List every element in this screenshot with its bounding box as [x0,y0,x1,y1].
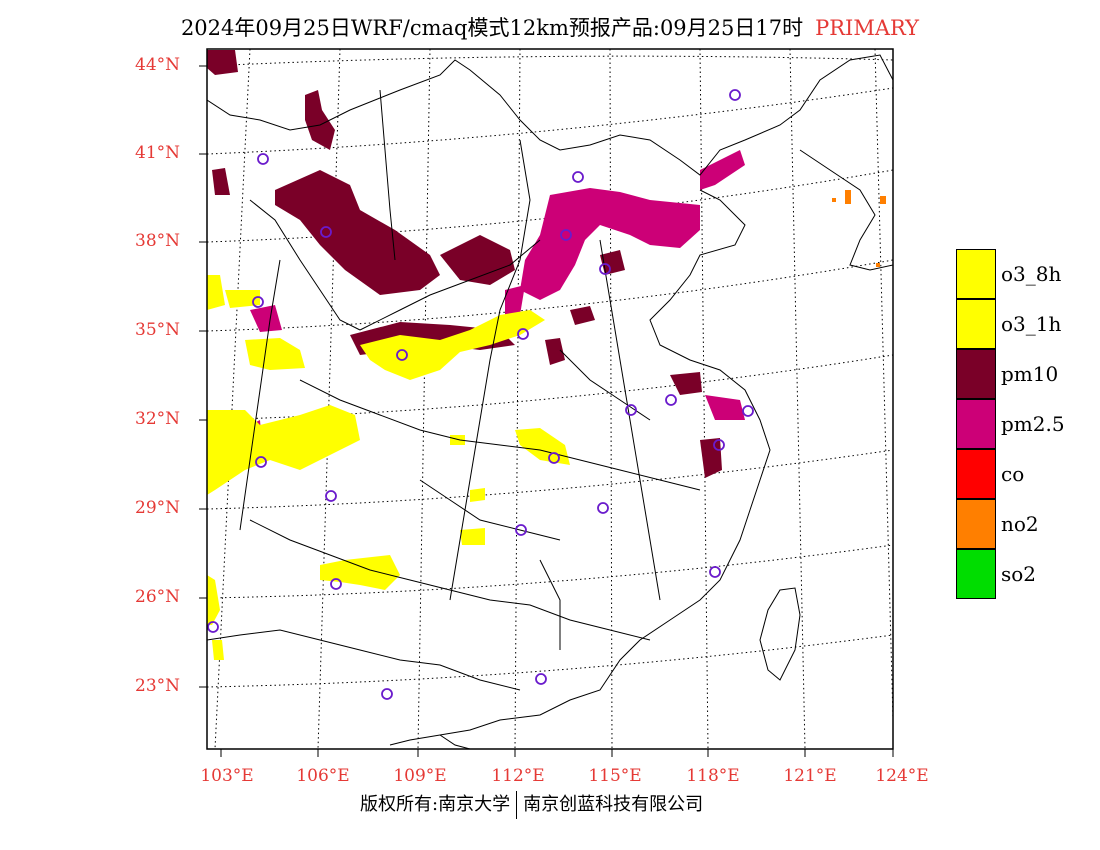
copyright-footer: 版权所有:南京大学 南京创蓝科技有限公司 [360,790,703,819]
copyright-owner: 版权所有:南京大学 [360,794,511,815]
lon-label-109: 109°E [393,766,447,786]
lat-label-23: 23°N [135,676,181,696]
map-title: 2024年09月25日WRF/cmaq模式12km预报产品:09月25日17时 P… [0,12,1100,42]
legend-swatch [956,549,996,599]
title-tag: PRIMARY [815,16,920,40]
city-markers [207,89,754,700]
pm25-patches [215,150,745,470]
map-frame [206,48,894,750]
legend-swatch [956,249,996,299]
lat-label-26: 26°N [135,587,181,607]
pm10-patches [207,50,722,478]
legend-label: no2 [1001,512,1039,536]
lat-label-41: 41°N [135,143,181,163]
legend-label: o3_8h [1001,262,1062,286]
legend-swatch [956,399,996,449]
lat-label-35: 35°N [135,320,181,340]
lat-ticks [199,65,207,688]
legend-swatch [956,349,996,399]
lon-label-112: 112°E [491,766,545,786]
lat-label-38: 38°N [135,231,181,251]
footer-divider [516,791,518,819]
boundaries [207,54,893,749]
legend-label: o3_1h [1001,312,1062,336]
copyright-company: 南京创蓝科技有限公司 [523,794,704,815]
lon-label-115: 115°E [588,766,642,786]
lat-label-29: 29°N [135,498,181,518]
graticule [207,49,893,749]
legend-swatch [956,499,996,549]
o3-patches [207,275,570,660]
legend-label: co [1001,462,1025,486]
title-text: 2024年09月25日WRF/cmaq模式12km预报产品:09月25日17时 [180,16,804,40]
lat-label-44: 44°N [135,55,181,75]
lon-label-103: 103°E [200,766,254,786]
no2-patches [832,190,886,267]
lon-label-118: 118°E [686,766,740,786]
lon-label-106: 106°E [296,766,350,786]
lon-label-124: 124°E [875,766,929,786]
lon-label-121: 121°E [783,766,837,786]
lon-ticks [220,749,894,757]
lat-label-32: 32°N [135,409,181,429]
legend-label: pm10 [1001,362,1059,386]
legend-label: pm2.5 [1001,412,1065,436]
legend-swatch [956,299,996,349]
legend-swatch [956,449,996,499]
legend-label: so2 [1001,562,1037,586]
